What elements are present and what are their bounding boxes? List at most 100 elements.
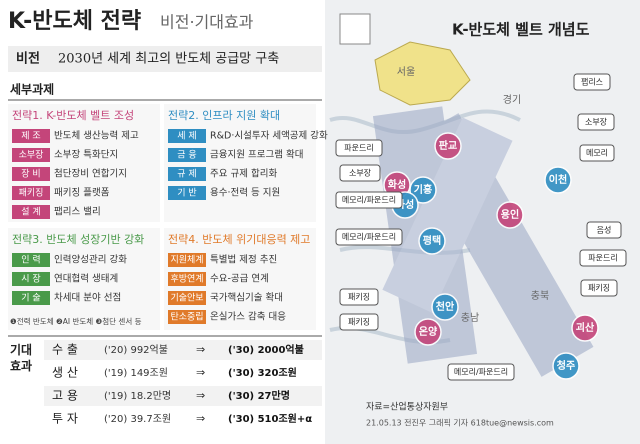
item-tag — [168, 186, 206, 200]
item-tag — [12, 205, 50, 219]
effect-from: ('20) 39.7조원 — [104, 413, 171, 425]
item-tag-text: 패키징 — [19, 188, 44, 199]
item-tag-text: 기 반 — [177, 188, 196, 199]
item-tag — [12, 148, 50, 162]
strategy-title: 전략2. 인프라 지원 확대 — [168, 109, 280, 122]
effect-to: ('30) 2000억불 — [228, 344, 304, 356]
item-text: 온실가스 감축 대응 — [210, 311, 286, 323]
item-tag-text: 탄소중립 — [170, 312, 203, 323]
item-text: 소부장 특화단지 — [54, 150, 118, 161]
item-text: 차세대 분야 선점 — [54, 292, 121, 304]
map-tag — [579, 144, 615, 162]
city-marker — [414, 318, 442, 346]
seoul-area — [374, 41, 471, 106]
map-tag-text: 메모리/파운드리 — [342, 233, 396, 242]
effect-from: ('19) 18.2만명 — [104, 390, 171, 402]
item-tag — [168, 272, 206, 286]
item-tag-text: 금 융 — [177, 150, 196, 161]
region-label: 충남 — [461, 312, 479, 324]
vision-box — [8, 46, 322, 72]
item-tag — [168, 310, 206, 324]
strategy-title: 전략1. K-반도체 벨트 조성 — [12, 109, 134, 122]
item-tag-text: 장 비 — [21, 169, 40, 180]
item-tag — [168, 129, 206, 143]
map-tag-text: 음성 — [597, 226, 612, 235]
map-tag — [579, 249, 627, 267]
item-text: 금융지원 프로그램 확대 — [210, 149, 303, 161]
map-title: K-반도체 벨트 개념도 — [452, 21, 590, 39]
effect-row — [44, 386, 322, 406]
map-tag — [335, 191, 403, 209]
strategy-title: 전략4. 반도체 위기대응력 제고 — [168, 233, 310, 246]
item-tag — [12, 291, 50, 305]
item-tag-text: 규 제 — [177, 169, 196, 180]
item-tag — [12, 272, 50, 286]
item-text: 인력양성관리 강화 — [54, 254, 127, 266]
item-tag — [168, 167, 206, 181]
city-label: 청주 — [557, 359, 575, 372]
region-label: 경기 — [503, 93, 521, 106]
effect-arrow: ⇒ — [196, 389, 205, 402]
map-tag-text: 파운드리 — [344, 144, 373, 153]
item-text: 연대협력 생태계 — [54, 273, 118, 285]
belt — [382, 117, 513, 313]
effects-label: 기대 효과 — [10, 342, 32, 373]
map-tag — [577, 113, 615, 131]
item-tag-text: 지원체계 — [170, 254, 203, 266]
item-text: 첨단장비 연합기지 — [54, 169, 127, 180]
effect-row — [44, 363, 322, 383]
city-label: 괴산 — [576, 321, 595, 334]
item-tag — [12, 253, 50, 267]
item-tag-text: 제 조 — [21, 131, 40, 142]
map-tag-text: 소부장 — [349, 168, 372, 178]
map-tag — [580, 279, 618, 297]
item-tag-text: 소부장 — [19, 150, 44, 161]
chip-icon — [339, 13, 371, 45]
map-tag — [339, 313, 379, 331]
city-label: 화성 — [388, 178, 406, 191]
credit: 21.05.13 전진우 그래픽 기자 618tue@newsis.com — [366, 418, 554, 428]
title: K-반도체 전략 — [8, 9, 141, 34]
effect-arrow: ⇒ — [196, 366, 205, 379]
map-tag-text: 파운드리 — [588, 254, 617, 263]
source: 자료=산업통상자원부 — [366, 402, 448, 413]
item-text: 주요 규제 합리화 — [210, 169, 277, 180]
map-tag — [573, 73, 611, 91]
effect-from: ('19) 149조원 — [104, 367, 168, 379]
map-tag-text: 메모리/파운드리 — [342, 196, 396, 205]
item-tag-text: 기술안보 — [170, 293, 203, 304]
map-tag — [335, 228, 403, 246]
item-tag — [12, 186, 50, 200]
item-tag-text: 설 계 — [21, 206, 40, 218]
item-text: R&D·시설투자 세액공제 강화 — [210, 130, 328, 142]
item-tag — [168, 253, 206, 267]
strategy-box — [8, 104, 160, 222]
item-tag — [12, 129, 50, 143]
city-marker — [434, 132, 462, 160]
effect-from: ('20) 992억불 — [104, 344, 168, 356]
effect-row — [44, 409, 322, 429]
city-label: 용인 — [501, 208, 519, 221]
effect-to: ('30) 320조원 — [228, 366, 297, 379]
map-tag — [586, 221, 622, 239]
item-tag-text: 인 력 — [21, 254, 40, 266]
effect-to: ('30) 510조원+α — [228, 412, 312, 425]
item-tag — [168, 148, 206, 162]
city-label: 평택 — [423, 234, 441, 247]
vision-label: 비전 — [16, 51, 40, 67]
map-tag — [447, 363, 515, 381]
city-marker — [544, 166, 572, 194]
city-marker — [552, 352, 580, 380]
map-tag-text: 패키징 — [348, 317, 370, 327]
item-text: 반도체 생산능력 제고 — [54, 130, 139, 142]
effect-arrow: ⇒ — [196, 343, 205, 356]
effect-arrow: ⇒ — [196, 412, 205, 425]
subtitle: 비전·기대효과 — [160, 13, 254, 32]
city-marker — [409, 176, 437, 204]
item-text: 특별법 제정 추진 — [210, 255, 277, 266]
item-tag-text: 기 술 — [21, 293, 40, 304]
city-label: 천안 — [436, 300, 455, 313]
vision-text: 2030년 세계 최고의 반도체 공급망 구축 — [58, 52, 279, 67]
